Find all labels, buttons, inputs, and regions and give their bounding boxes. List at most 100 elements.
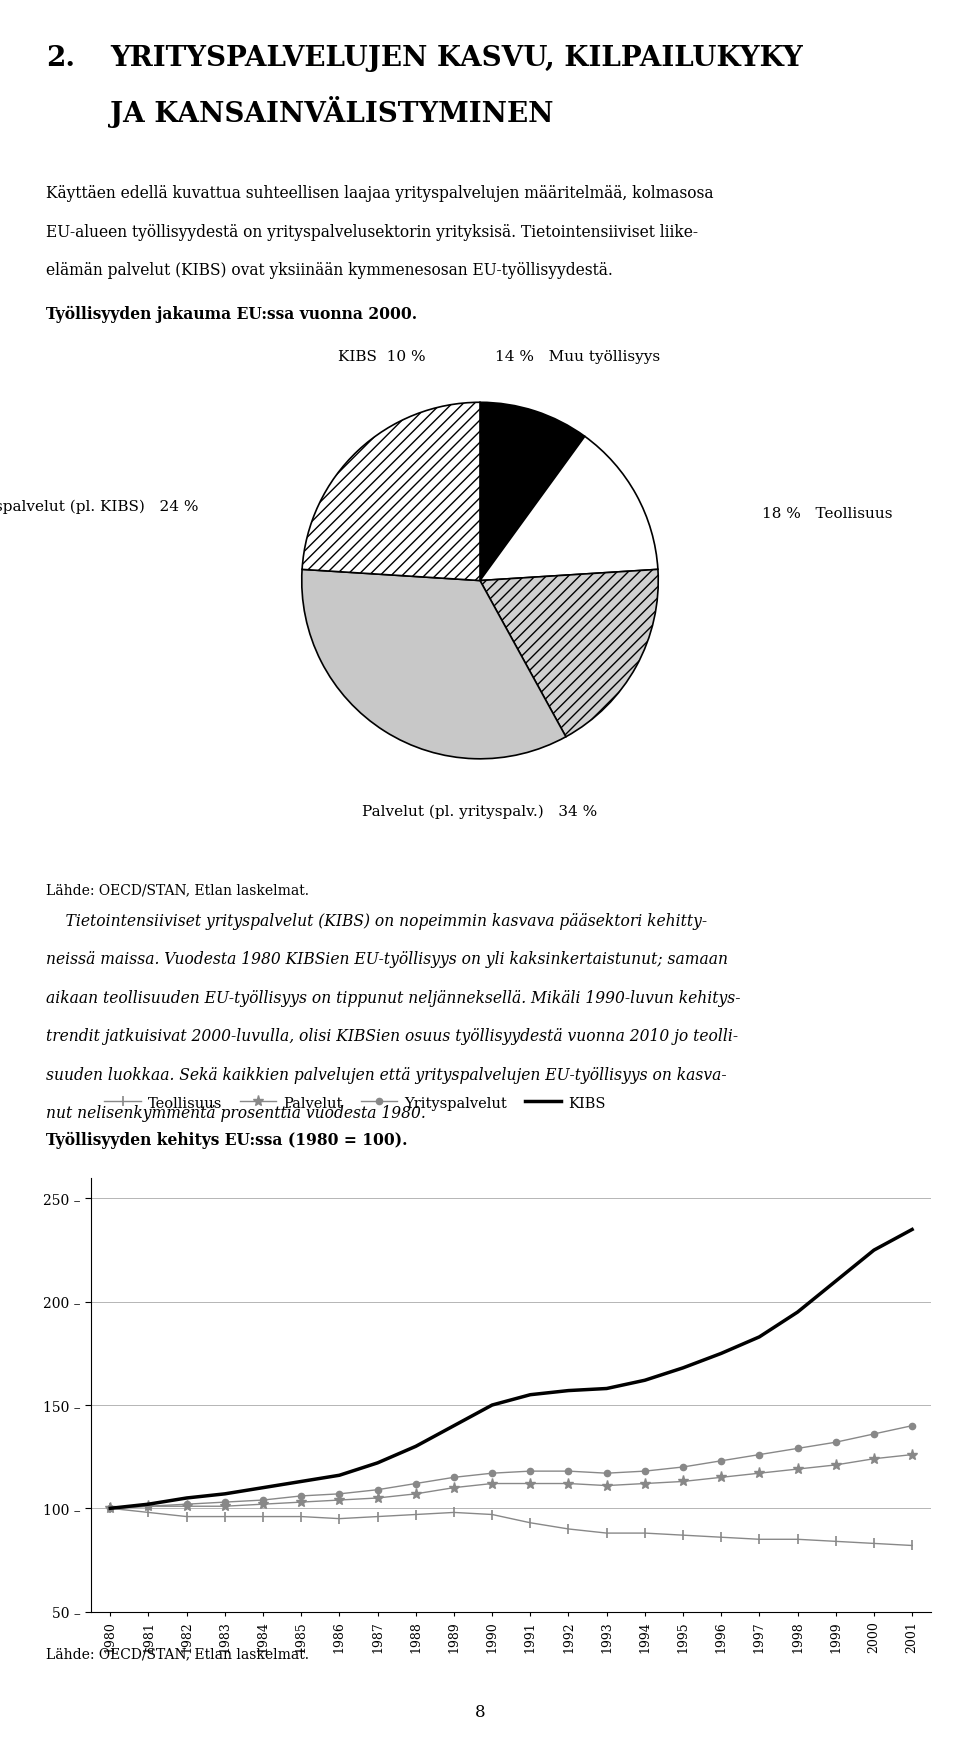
Teollisuus	[601, 1523, 612, 1543]
Teollisuus	[524, 1512, 536, 1533]
Yrityspalvelut	[868, 1423, 879, 1444]
KIBS	[639, 1370, 651, 1391]
Text: nut nelisenkymmentä prosenttia vuodesta 1980.: nut nelisenkymmentä prosenttia vuodesta …	[46, 1105, 426, 1122]
Teollisuus	[868, 1533, 879, 1554]
Teollisuus	[372, 1507, 383, 1528]
Yrityspalvelut	[639, 1461, 651, 1482]
Teollisuus	[754, 1530, 765, 1550]
Text: Käyttäen edellä kuvattua suhteellisen laajaa yrityspalvelujen määritelmää, kolma: Käyttäen edellä kuvattua suhteellisen la…	[46, 185, 713, 203]
KIBS	[219, 1484, 230, 1505]
Palvelut	[563, 1474, 574, 1495]
Palvelut	[296, 1491, 307, 1512]
KIBS	[563, 1381, 574, 1402]
KIBS	[257, 1477, 269, 1498]
Palvelut	[639, 1474, 651, 1495]
Palvelut	[410, 1484, 421, 1505]
Teollisuus	[677, 1524, 688, 1545]
Palvelut	[372, 1488, 383, 1509]
Yrityspalvelut	[219, 1491, 230, 1512]
Yrityspalvelut	[601, 1463, 612, 1484]
Palvelut	[868, 1449, 879, 1470]
Wedge shape	[302, 404, 480, 580]
Line: Teollisuus: Teollisuus	[106, 1503, 917, 1550]
Line: Palvelut: Palvelut	[105, 1449, 918, 1514]
Text: EU-alueen työllisyydestä on yrityspalvelusektorin yrityksisä. Tietointensiiviset: EU-alueen työllisyydestä on yrityspalvel…	[46, 224, 698, 241]
Yrityspalvelut	[754, 1444, 765, 1465]
Palvelut	[792, 1460, 804, 1481]
Text: neissä maissa. Vuodesta 1980 KIBSien EU-työllisyys on yli kaksinkertaistunut; sa: neissä maissa. Vuodesta 1980 KIBSien EU-…	[46, 951, 728, 968]
Yrityspalvelut	[906, 1416, 918, 1437]
Teollisuus	[410, 1503, 421, 1524]
Yrityspalvelut	[180, 1495, 192, 1516]
Teollisuus	[563, 1519, 574, 1540]
Yrityspalvelut	[143, 1496, 155, 1517]
Yrityspalvelut	[372, 1479, 383, 1500]
Text: 8: 8	[474, 1703, 486, 1720]
Teollisuus	[219, 1507, 230, 1528]
Palvelut	[677, 1472, 688, 1493]
Wedge shape	[480, 404, 585, 580]
Teollisuus	[830, 1531, 842, 1552]
Text: YRITYSPALVELUJEN KASVU, KILPAILUKYKY: YRITYSPALVELUJEN KASVU, KILPAILUKYKY	[110, 45, 804, 72]
Text: Työllisyyden jakauma EU:ssa vuonna 2000.: Työllisyyden jakauma EU:ssa vuonna 2000.	[46, 306, 418, 323]
KIBS	[448, 1416, 460, 1437]
Yrityspalvelut	[105, 1498, 116, 1519]
Text: Lähde: OECD/STAN, Etlan laskelmat.: Lähde: OECD/STAN, Etlan laskelmat.	[46, 883, 309, 897]
KIBS	[296, 1472, 307, 1493]
Yrityspalvelut	[257, 1489, 269, 1510]
Teollisuus	[448, 1502, 460, 1523]
Yrityspalvelut	[563, 1461, 574, 1482]
KIBS	[410, 1437, 421, 1458]
Yrityspalvelut	[677, 1456, 688, 1477]
Teollisuus	[180, 1507, 192, 1528]
Teollisuus	[105, 1498, 116, 1519]
Yrityspalvelut	[334, 1484, 346, 1505]
KIBS	[868, 1239, 879, 1260]
Yrityspalvelut	[524, 1461, 536, 1482]
KIBS	[792, 1302, 804, 1323]
Wedge shape	[480, 570, 659, 738]
Palvelut	[143, 1496, 155, 1517]
Teollisuus	[334, 1509, 346, 1530]
Teollisuus	[257, 1507, 269, 1528]
KIBS	[830, 1271, 842, 1292]
Palvelut	[105, 1498, 116, 1519]
KIBS	[487, 1395, 498, 1416]
Text: Lähde: OECD/STAN, Etlan laskelmat.: Lähde: OECD/STAN, Etlan laskelmat.	[46, 1647, 309, 1661]
Text: 18 %   Teollisuus: 18 % Teollisuus	[761, 507, 892, 521]
KIBS	[601, 1377, 612, 1398]
Text: aikaan teollisuuden EU-työllisyys on tippunut neljänneksellä. Mikäli 1990-luvun : aikaan teollisuuden EU-työllisyys on tip…	[46, 989, 740, 1007]
Teollisuus	[487, 1503, 498, 1524]
Line: KIBS: KIBS	[110, 1231, 912, 1509]
Yrityspalvelut	[296, 1486, 307, 1507]
KIBS	[105, 1498, 116, 1519]
Palvelut	[830, 1454, 842, 1475]
Yrityspalvelut	[487, 1463, 498, 1484]
Palvelut	[448, 1477, 460, 1498]
Teollisuus	[143, 1502, 155, 1523]
Text: elämän palvelut (KIBS) ovat yksiinään kymmenesosan EU-työllisyydestä.: elämän palvelut (KIBS) ovat yksiinään ky…	[46, 262, 612, 280]
Yrityspalvelut	[410, 1474, 421, 1495]
Text: Työllisyyden kehitys EU:ssa (1980 = 100).: Työllisyyden kehitys EU:ssa (1980 = 100)…	[46, 1131, 408, 1148]
Teollisuus	[906, 1535, 918, 1556]
KIBS	[906, 1220, 918, 1241]
Palvelut	[906, 1444, 918, 1465]
KIBS	[372, 1453, 383, 1474]
KIBS	[180, 1488, 192, 1509]
Palvelut	[524, 1474, 536, 1495]
Wedge shape	[480, 437, 658, 580]
Palvelut	[487, 1474, 498, 1495]
KIBS	[754, 1327, 765, 1348]
Text: JA KANSAINVÄLISTYMINEN: JA KANSAINVÄLISTYMINEN	[110, 96, 554, 128]
KIBS	[715, 1342, 727, 1363]
KIBS	[143, 1495, 155, 1516]
Teollisuus	[296, 1507, 307, 1528]
Teollisuus	[639, 1523, 651, 1543]
Yrityspalvelut	[830, 1432, 842, 1453]
Palvelut	[601, 1475, 612, 1496]
Text: Tietointensiiviset yrityspalvelut (KIBS) on nopeimmin kasvava pääsektori kehitty: Tietointensiiviset yrityspalvelut (KIBS)…	[46, 912, 708, 930]
KIBS	[524, 1384, 536, 1405]
Text: suuden luokkaa. Sekä kaikkien palvelujen että yrityspalvelujen EU-työllisyys on : suuden luokkaa. Sekä kaikkien palvelujen…	[46, 1066, 727, 1084]
Palvelut	[180, 1496, 192, 1517]
Yrityspalvelut	[448, 1467, 460, 1488]
